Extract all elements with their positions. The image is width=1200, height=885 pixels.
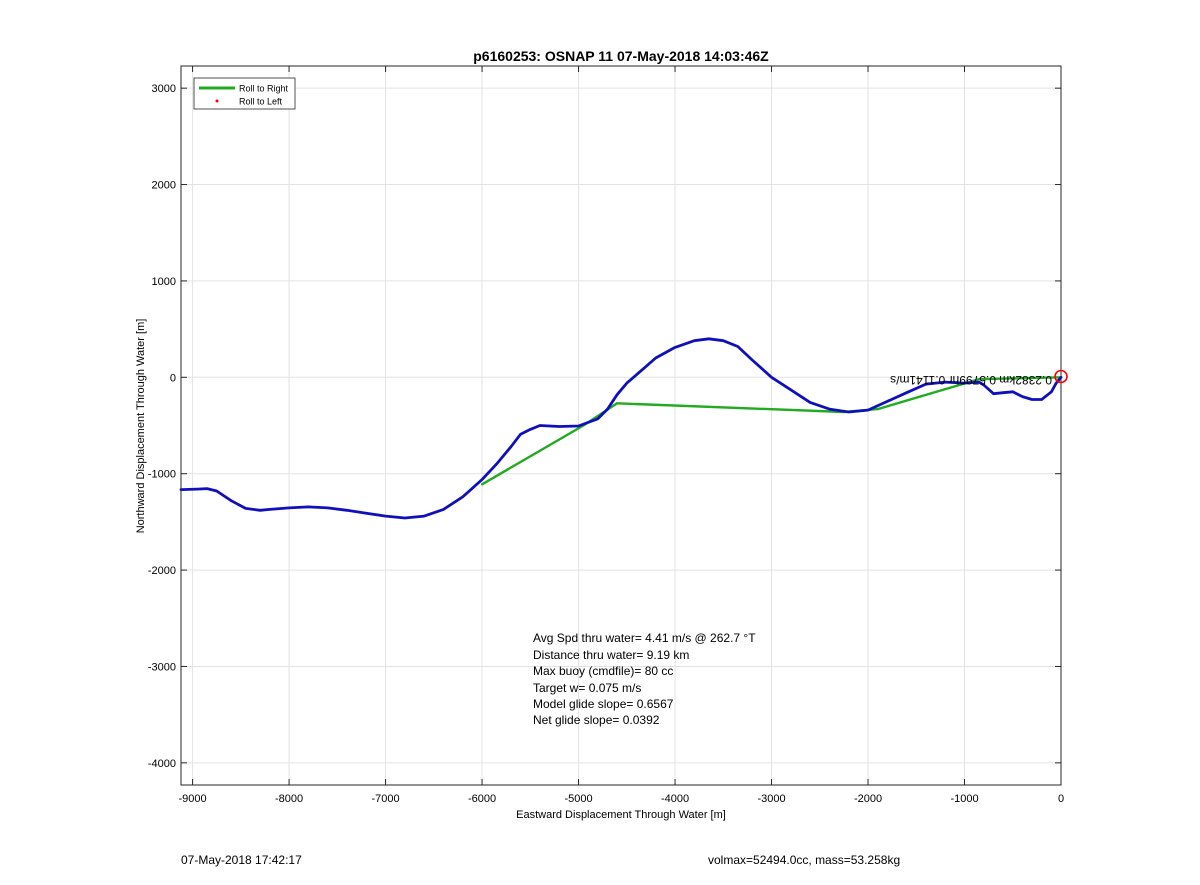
x-tick-label: 0	[1058, 793, 1064, 805]
y-tick-label: -4000	[148, 758, 176, 770]
series-track-line	[179, 337, 1063, 520]
x-tick-label: -9000	[179, 793, 207, 805]
footer-vol-mass: volmax=52494.0cc, mass=53.258kg	[708, 853, 901, 867]
x-tick-label: -3000	[757, 793, 785, 805]
x-tick-label: -6000	[468, 793, 496, 805]
mirrored-annotation: 0.2382km 0.5799hr 0.1141m/s	[890, 373, 1052, 387]
y-tick-label: 0	[170, 372, 176, 384]
legend-box	[193, 77, 296, 110]
x-tick-label: -4000	[661, 793, 689, 805]
x-axis-label: Eastward Displacement Through Water [m]	[516, 809, 726, 821]
plot-frame	[180, 65, 1062, 786]
legend-roll-right-label: Roll to Right	[239, 84, 289, 94]
x-tick-label: -8000	[275, 793, 303, 805]
plot-area	[181, 66, 1061, 785]
y-tick-label: 3000	[152, 83, 176, 95]
stat-model-glide: Model glide slope= 0.6567	[533, 697, 674, 711]
x-tick-label: -1000	[950, 793, 978, 805]
series-layer	[179, 337, 1063, 520]
chart-title: p6160253: OSNAP 11 07-May-2018 14:03:46Z	[473, 48, 769, 64]
stats-annotations: Avg Spd thru water= 4.41 m/s @ 262.7 °T …	[533, 631, 756, 727]
stat-distance: Distance thru water= 9.19 km	[533, 648, 689, 662]
y-axis-label: Northward Displacement Through Water [m]	[135, 319, 147, 534]
legend: Roll to Right Roll to Left	[193, 77, 296, 110]
footer-timestamp: 07-May-2018 17:42:17	[181, 853, 302, 867]
y-ticks: 3000 2000 1000 0 -1000 -2000 -3000 -4000	[148, 83, 1061, 770]
x-tick-label: -7000	[371, 793, 399, 805]
x-tick-label: -2000	[854, 793, 882, 805]
legend-roll-left-label: Roll to Left	[239, 97, 283, 107]
y-tick-label: -2000	[148, 565, 176, 577]
x-tick-label: -5000	[564, 793, 592, 805]
stat-target-w: Target w= 0.075 m/s	[533, 681, 641, 695]
legend-roll-left-swatch	[215, 99, 219, 103]
x-ticks: -9000 -8000 -7000 -6000 -5000 -4000 -3000 -2000…	[179, 66, 1064, 805]
y-tick-label: 2000	[152, 180, 176, 192]
stat-max-buoy: Max buoy (cmdfile)= 80 cc	[533, 664, 673, 678]
stat-net-glide: Net glide slope= 0.0392	[533, 713, 660, 727]
end-marker	[1054, 369, 1068, 384]
y-tick-label: -3000	[148, 661, 176, 673]
y-tick-label: -1000	[148, 469, 176, 481]
y-tick-label: 1000	[152, 276, 176, 288]
stat-avg-speed: Avg Spd thru water= 4.41 m/s @ 262.7 °T	[533, 631, 756, 645]
